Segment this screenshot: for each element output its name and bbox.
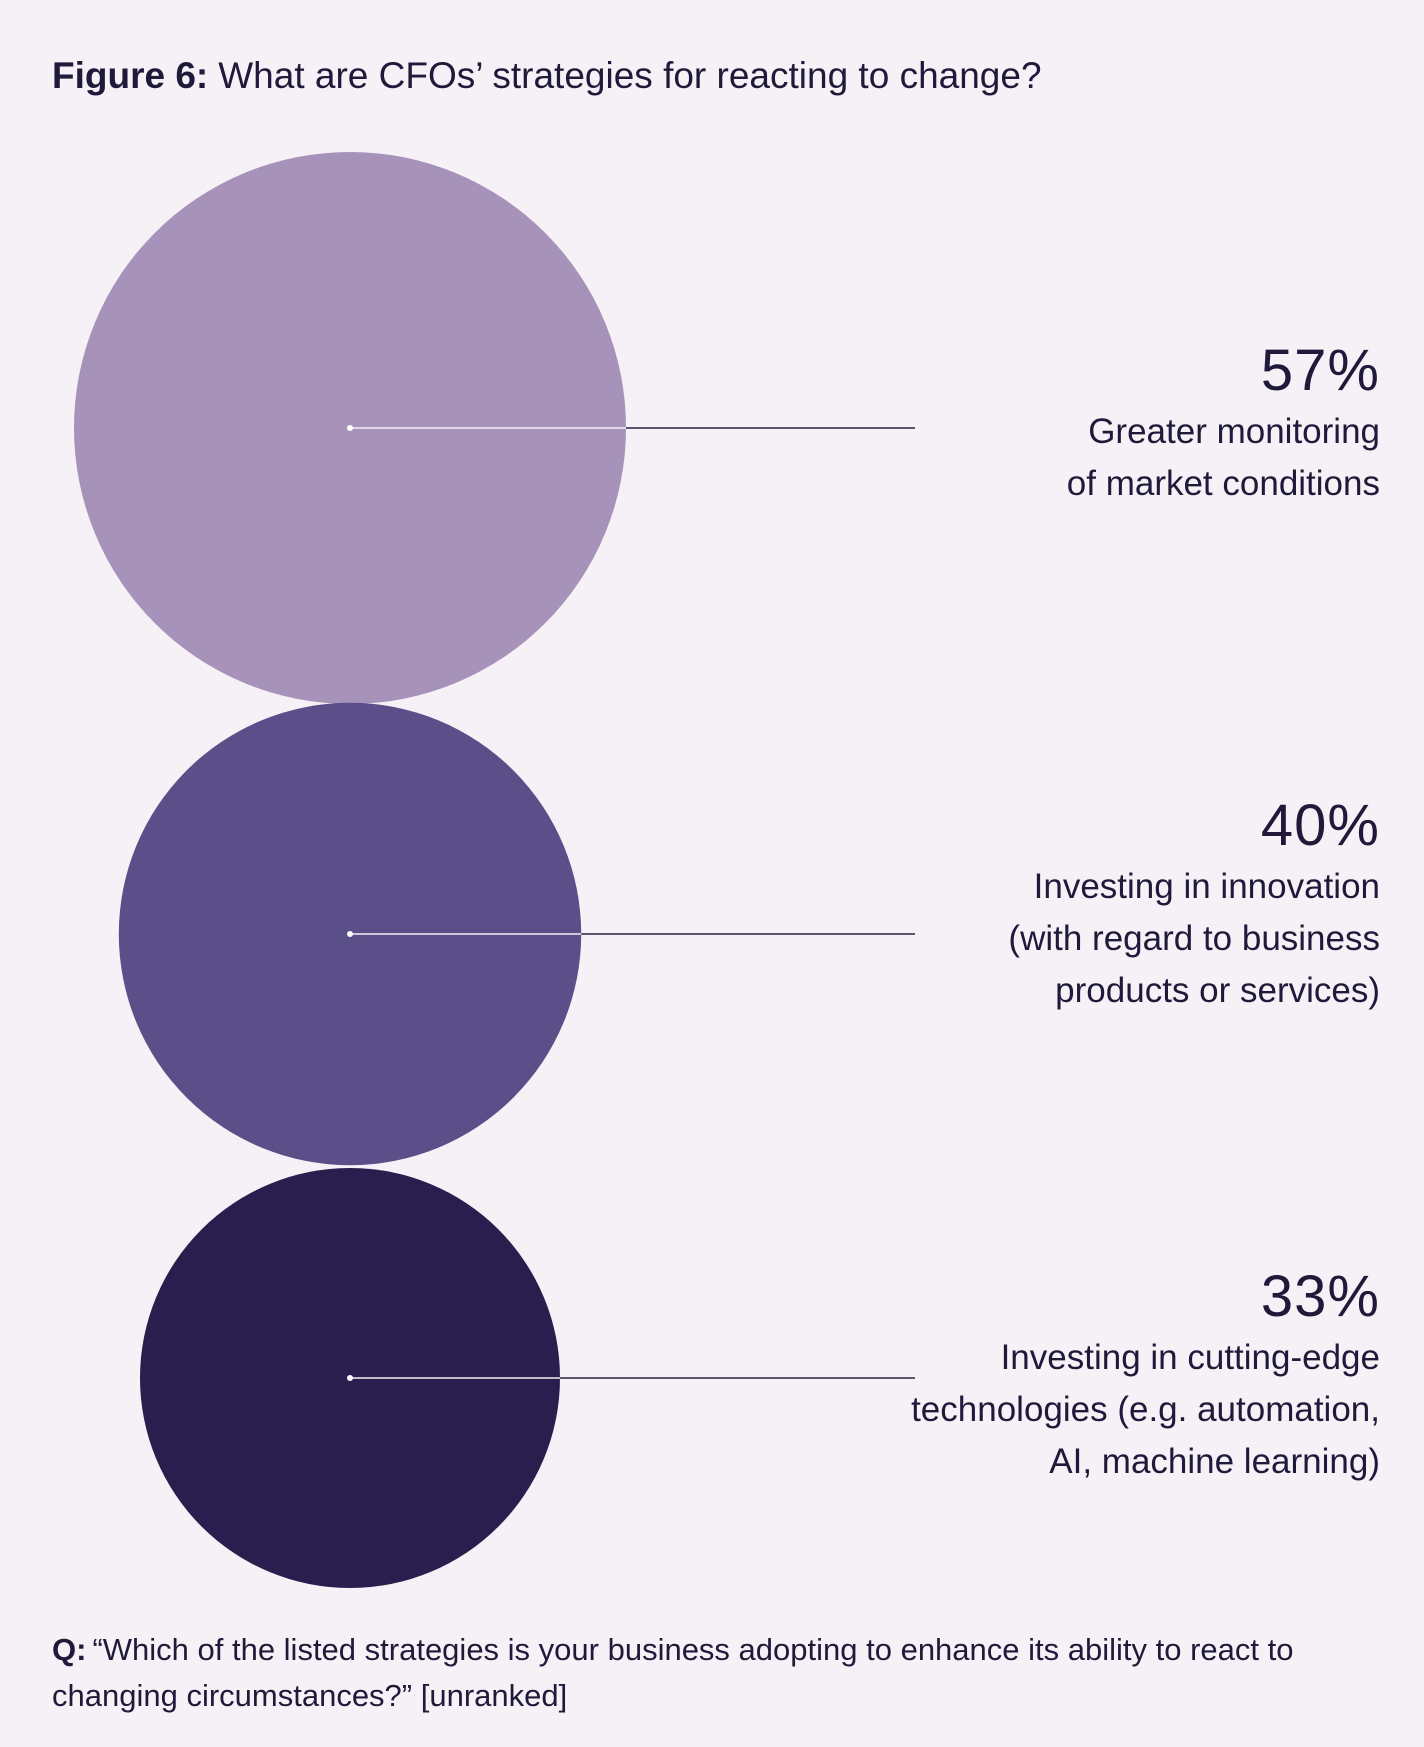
question-label: Q: (52, 1632, 87, 1667)
label-group-3: 33% Investing in cutting-edge technologi… (911, 1262, 1380, 1488)
data-label-text: Investing in innovation (with regard to … (1008, 867, 1380, 1010)
data-label-text: Investing in cutting-edge technologies (… (911, 1338, 1380, 1481)
bubble-center-dot-1 (347, 425, 353, 431)
label-group-1: 57% Greater monitoring of market conditi… (1067, 336, 1380, 510)
bubble-center-dot-2 (347, 931, 353, 937)
data-label-value: 33% (1260, 1264, 1380, 1329)
question-footnote: Q: “Which of the listed strategies is you… (52, 1627, 1362, 1719)
data-label-value: 40% (1260, 793, 1380, 858)
question-text: “Which of the listed strategies is your … (52, 1632, 1294, 1713)
label-group-2: 40% Investing in innovation (with regard… (1008, 791, 1380, 1017)
data-label-value: 57% (1260, 338, 1380, 403)
data-label-text: Greater monitoring of market conditions (1066, 412, 1380, 503)
figure-title-text: What are CFOs’ strategies for reacting t… (218, 55, 1042, 96)
bubble-center-dot-3 (347, 1375, 353, 1381)
chart-title: Figure 6: What are CFOs’ strategies for r… (52, 52, 1042, 100)
figure-label: Figure 6: (52, 55, 209, 96)
